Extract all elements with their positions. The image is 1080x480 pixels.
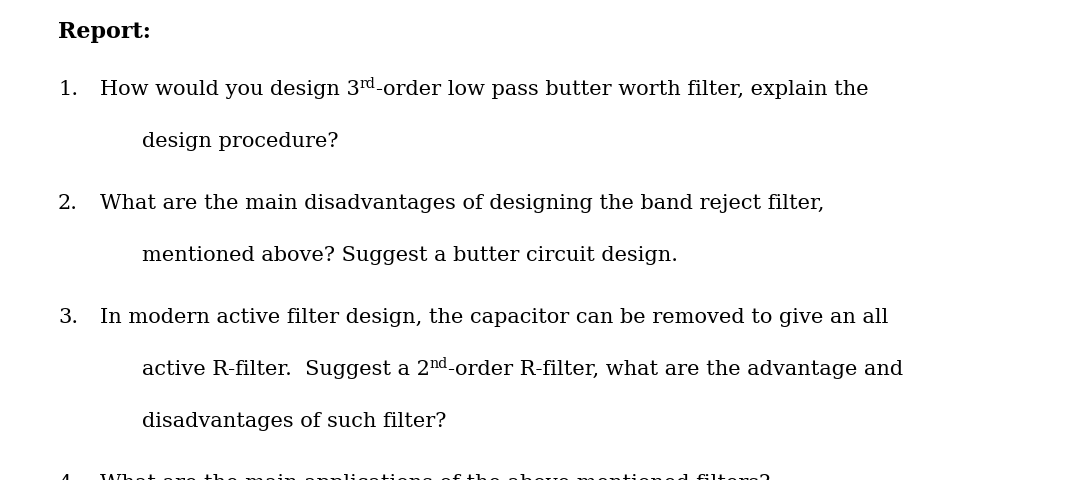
Text: disadvantages of such filter?: disadvantages of such filter? — [141, 411, 446, 430]
Text: In modern active filter design, the capacitor can be removed to give an all: In modern active filter design, the capa… — [100, 307, 889, 326]
Text: 2.: 2. — [58, 193, 78, 213]
Text: 3.: 3. — [58, 307, 78, 326]
Text: active R-filter.  Suggest a 2: active R-filter. Suggest a 2 — [141, 359, 430, 378]
Text: -order low pass butter worth filter, explain the: -order low pass butter worth filter, exp… — [376, 80, 868, 99]
Text: What are the main applications of the above mentioned filters?: What are the main applications of the ab… — [100, 473, 770, 480]
Text: 4.: 4. — [58, 473, 78, 480]
Text: design procedure?: design procedure? — [141, 132, 338, 151]
Text: rd: rd — [360, 77, 376, 91]
Text: -order R-filter, what are the advantage and: -order R-filter, what are the advantage … — [448, 359, 903, 378]
Text: nd: nd — [430, 356, 448, 370]
Text: mentioned above? Suggest a butter circuit design.: mentioned above? Suggest a butter circui… — [141, 245, 678, 264]
Text: 1.: 1. — [58, 80, 78, 99]
Text: Report:: Report: — [58, 21, 151, 43]
Text: What are the main disadvantages of designing the band reject filter,: What are the main disadvantages of desig… — [100, 193, 824, 213]
Text: How would you design 3: How would you design 3 — [100, 80, 360, 99]
